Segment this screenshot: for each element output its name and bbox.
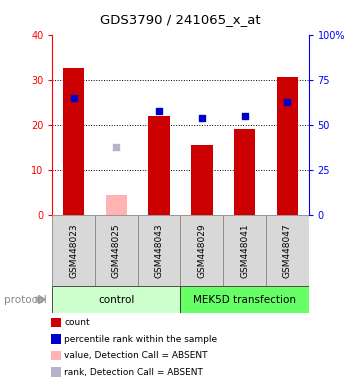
Text: GSM448047: GSM448047 <box>283 223 292 278</box>
Point <box>284 99 290 105</box>
Text: GSM448041: GSM448041 <box>240 223 249 278</box>
Bar <box>52 286 180 313</box>
Point <box>199 115 205 121</box>
Text: GSM448043: GSM448043 <box>155 223 164 278</box>
Bar <box>148 116 170 215</box>
Text: count: count <box>64 318 90 327</box>
Text: GSM448025: GSM448025 <box>112 223 121 278</box>
Text: GSM448029: GSM448029 <box>197 223 206 278</box>
Text: percentile rank within the sample: percentile rank within the sample <box>64 334 217 344</box>
Bar <box>266 215 309 286</box>
Point <box>156 108 162 114</box>
Bar <box>138 215 180 286</box>
Text: rank, Detection Call = ABSENT: rank, Detection Call = ABSENT <box>64 367 203 377</box>
Text: GDS3790 / 241065_x_at: GDS3790 / 241065_x_at <box>100 13 261 26</box>
Bar <box>223 215 266 286</box>
Bar <box>191 145 213 215</box>
Text: protocol: protocol <box>4 295 46 305</box>
Point <box>242 113 247 119</box>
Bar <box>52 215 95 286</box>
Bar <box>234 129 255 215</box>
Point <box>71 95 77 101</box>
Text: control: control <box>98 295 135 305</box>
Bar <box>277 78 298 215</box>
Point <box>113 144 119 151</box>
Bar <box>63 68 84 215</box>
Bar <box>180 286 309 313</box>
Text: GSM448023: GSM448023 <box>69 223 78 278</box>
Text: MEK5D transfection: MEK5D transfection <box>193 295 296 305</box>
Bar <box>106 195 127 215</box>
Bar <box>180 215 223 286</box>
Bar <box>95 215 138 286</box>
Text: value, Detection Call = ABSENT: value, Detection Call = ABSENT <box>64 351 208 360</box>
